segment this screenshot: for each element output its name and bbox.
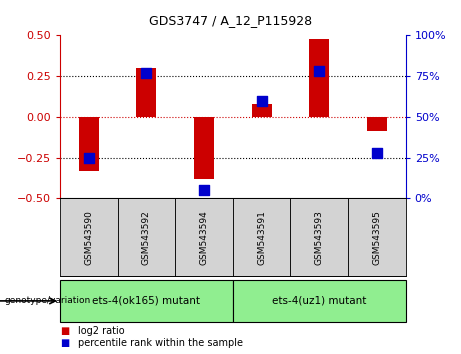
Text: GSM543590: GSM543590 xyxy=(84,210,93,265)
Bar xyxy=(309,39,329,117)
Bar xyxy=(136,68,156,117)
Text: genotype/variation: genotype/variation xyxy=(5,296,91,306)
Bar xyxy=(348,198,406,276)
Text: ■: ■ xyxy=(60,326,69,336)
Point xyxy=(258,98,266,103)
Bar xyxy=(194,117,214,179)
Point xyxy=(315,68,323,74)
Text: ■: ■ xyxy=(60,338,69,348)
Text: GDS3747 / A_12_P115928: GDS3747 / A_12_P115928 xyxy=(149,14,312,27)
Text: GSM543593: GSM543593 xyxy=(315,210,324,265)
Bar xyxy=(60,280,233,322)
Text: GSM543595: GSM543595 xyxy=(372,210,381,265)
Text: percentile rank within the sample: percentile rank within the sample xyxy=(78,338,243,348)
Text: ets-4(ok165) mutant: ets-4(ok165) mutant xyxy=(92,296,201,306)
Point xyxy=(200,187,207,193)
Bar xyxy=(233,198,290,276)
Bar xyxy=(290,198,348,276)
Text: GSM543592: GSM543592 xyxy=(142,210,151,264)
Text: GSM543594: GSM543594 xyxy=(200,210,208,264)
Bar xyxy=(367,117,387,131)
Bar xyxy=(175,198,233,276)
Bar xyxy=(79,117,99,171)
Text: ets-4(uz1) mutant: ets-4(uz1) mutant xyxy=(272,296,366,306)
Text: GSM543591: GSM543591 xyxy=(257,210,266,265)
Bar xyxy=(60,198,118,276)
Point xyxy=(85,155,92,160)
Bar xyxy=(252,104,272,117)
Bar xyxy=(118,198,175,276)
Bar xyxy=(233,280,406,322)
Point xyxy=(373,150,381,155)
Point xyxy=(142,70,150,76)
Text: log2 ratio: log2 ratio xyxy=(78,326,125,336)
